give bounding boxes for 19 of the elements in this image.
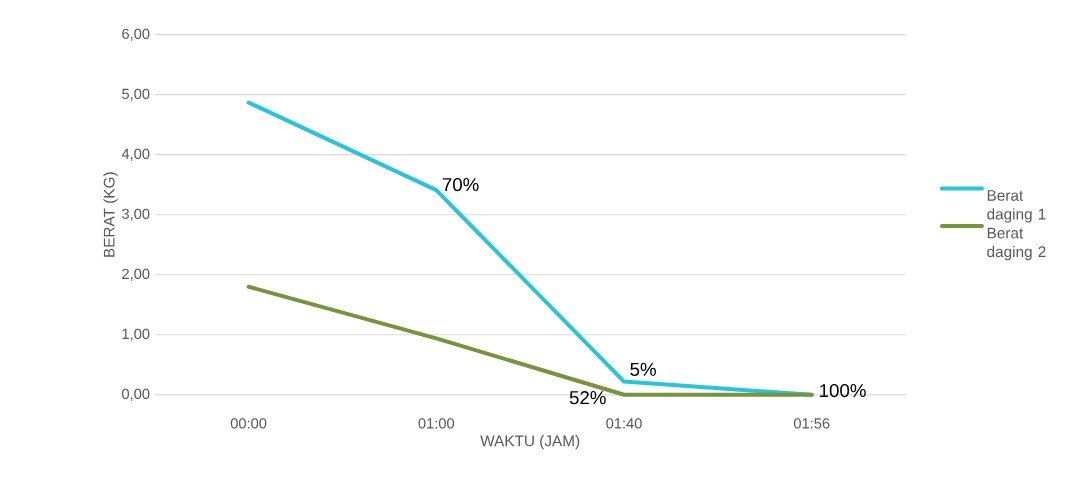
y-tick-label: 4,00 xyxy=(121,148,150,161)
annotation: 70% xyxy=(442,177,479,192)
text: Berat daging 2 xyxy=(987,227,1046,261)
x-axis-title: WAKTU (JAM) xyxy=(480,434,580,450)
y-tick-label: 5,00 xyxy=(122,88,150,101)
y-tick-label: 1,00 xyxy=(122,328,150,341)
y-tick-label: 3,00 xyxy=(122,208,150,221)
x-tick-label: 01:00 xyxy=(418,418,455,429)
y-axis-title: BERAT (KG) xyxy=(103,172,118,257)
y-tick-label: 0,00 xyxy=(122,388,150,401)
x-tick-label: 01:56 xyxy=(793,418,830,429)
annotation: 100% xyxy=(820,383,866,398)
text: Berat daging 1 xyxy=(987,190,1046,223)
annotation: 5% xyxy=(630,362,656,376)
y-tick-label: 2,00 xyxy=(122,268,150,281)
x-tick-label: 00:00 xyxy=(230,418,267,429)
x-tick-label: 01:40 xyxy=(606,418,642,429)
y-tick-label: 6,00 xyxy=(122,28,150,41)
annotation: 52% xyxy=(569,390,606,405)
